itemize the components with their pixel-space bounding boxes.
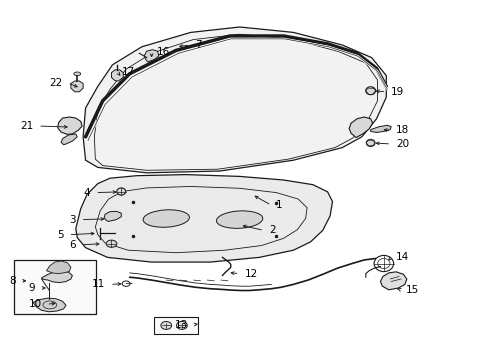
Ellipse shape <box>106 240 117 247</box>
Polygon shape <box>380 272 406 290</box>
Text: 17: 17 <box>122 67 135 77</box>
Text: 2: 2 <box>268 225 275 235</box>
Text: 19: 19 <box>390 87 404 97</box>
Ellipse shape <box>366 139 374 147</box>
Text: 18: 18 <box>395 125 408 135</box>
Ellipse shape <box>74 72 81 76</box>
Text: 12: 12 <box>244 269 257 279</box>
Text: 15: 15 <box>405 285 418 295</box>
Polygon shape <box>71 81 83 92</box>
Text: 6: 6 <box>69 240 76 250</box>
Polygon shape <box>33 298 66 312</box>
Text: 13: 13 <box>175 320 188 330</box>
Text: 3: 3 <box>69 215 76 225</box>
Polygon shape <box>58 117 82 134</box>
Text: 7: 7 <box>195 40 202 50</box>
Text: 10: 10 <box>28 299 41 309</box>
Text: 8: 8 <box>9 276 16 286</box>
Ellipse shape <box>117 188 125 195</box>
Ellipse shape <box>143 210 189 227</box>
Ellipse shape <box>161 321 171 329</box>
Polygon shape <box>370 125 390 132</box>
Polygon shape <box>104 211 121 221</box>
Polygon shape <box>46 261 71 274</box>
Text: 11: 11 <box>92 279 105 289</box>
Text: 20: 20 <box>395 139 408 149</box>
Polygon shape <box>348 117 372 138</box>
Ellipse shape <box>365 87 375 95</box>
Polygon shape <box>111 70 123 81</box>
Ellipse shape <box>216 211 262 228</box>
Text: 14: 14 <box>395 252 408 262</box>
Text: 5: 5 <box>57 230 63 240</box>
Ellipse shape <box>176 321 187 329</box>
Polygon shape <box>144 50 159 62</box>
Text: 16: 16 <box>156 47 169 57</box>
FancyBboxPatch shape <box>14 260 96 314</box>
Text: 21: 21 <box>20 121 33 131</box>
Text: 4: 4 <box>83 188 90 198</box>
FancyBboxPatch shape <box>154 317 198 334</box>
Polygon shape <box>83 27 386 173</box>
Text: 9: 9 <box>28 283 35 293</box>
Polygon shape <box>76 175 332 262</box>
Polygon shape <box>61 134 77 145</box>
Text: 1: 1 <box>276 200 283 210</box>
Text: 22: 22 <box>49 78 62 88</box>
Polygon shape <box>41 271 72 283</box>
